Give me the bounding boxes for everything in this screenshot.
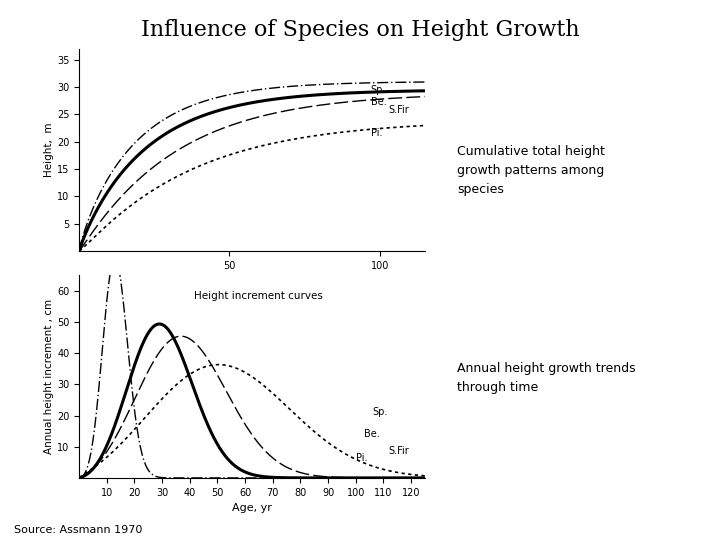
Text: Pi.: Pi.: [371, 129, 382, 138]
Text: S.Fir: S.Fir: [389, 447, 410, 456]
Text: Be.: Be.: [371, 97, 387, 107]
Text: Pi.: Pi.: [356, 453, 367, 463]
Text: S.Fir: S.Fir: [389, 105, 410, 115]
Text: Sp.: Sp.: [372, 408, 387, 417]
X-axis label: Years: Years: [238, 276, 266, 286]
Text: Height increment curves: Height increment curves: [194, 291, 323, 301]
Text: Sp.: Sp.: [371, 85, 386, 94]
Text: Annual height growth trends
through time: Annual height growth trends through time: [457, 362, 636, 394]
Y-axis label: Annual height increment , cm: Annual height increment , cm: [45, 299, 54, 454]
Text: Be.: Be.: [364, 429, 379, 439]
Text: Influence of Species on Height Growth: Influence of Species on Height Growth: [140, 19, 580, 41]
Y-axis label: Height,  m: Height, m: [44, 123, 54, 177]
Text: Source: Assmann 1970: Source: Assmann 1970: [14, 524, 143, 535]
Text: Cumulative total height
growth patterns among
species: Cumulative total height growth patterns …: [457, 145, 605, 195]
X-axis label: Age, yr: Age, yr: [232, 503, 272, 513]
